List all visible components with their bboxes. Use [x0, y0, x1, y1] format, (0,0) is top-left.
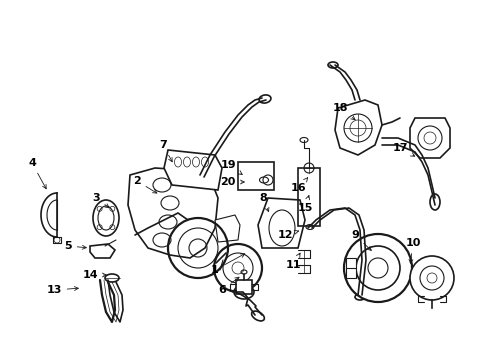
Text: 15: 15 — [297, 195, 313, 213]
Bar — [238, 162, 274, 190]
Text: 5: 5 — [64, 241, 86, 251]
Text: 7: 7 — [159, 140, 172, 162]
Text: 20: 20 — [220, 177, 245, 187]
Polygon shape — [258, 198, 305, 248]
Text: 2: 2 — [133, 176, 157, 193]
Circle shape — [410, 256, 454, 300]
Text: 17: 17 — [392, 143, 415, 156]
Text: 16: 16 — [291, 178, 308, 193]
Text: 14: 14 — [82, 270, 106, 280]
Text: 4: 4 — [28, 158, 46, 189]
Bar — [346, 258, 356, 278]
Bar — [236, 280, 252, 294]
Polygon shape — [215, 215, 240, 242]
Text: 18: 18 — [332, 103, 355, 120]
Text: 8: 8 — [259, 193, 269, 212]
Text: 9: 9 — [351, 230, 371, 251]
Bar — [298, 168, 320, 226]
Polygon shape — [335, 100, 382, 155]
Polygon shape — [90, 244, 115, 258]
Circle shape — [344, 234, 412, 302]
Text: 13: 13 — [47, 285, 78, 295]
Text: 12: 12 — [277, 230, 298, 240]
Polygon shape — [410, 118, 450, 158]
Text: 10: 10 — [405, 238, 421, 263]
Text: 11: 11 — [285, 253, 301, 270]
Text: 6: 6 — [218, 277, 239, 295]
Text: 3: 3 — [92, 193, 109, 208]
Text: 19: 19 — [220, 160, 242, 175]
Text: 1: 1 — [211, 254, 245, 275]
Polygon shape — [128, 168, 218, 258]
Polygon shape — [164, 150, 222, 190]
